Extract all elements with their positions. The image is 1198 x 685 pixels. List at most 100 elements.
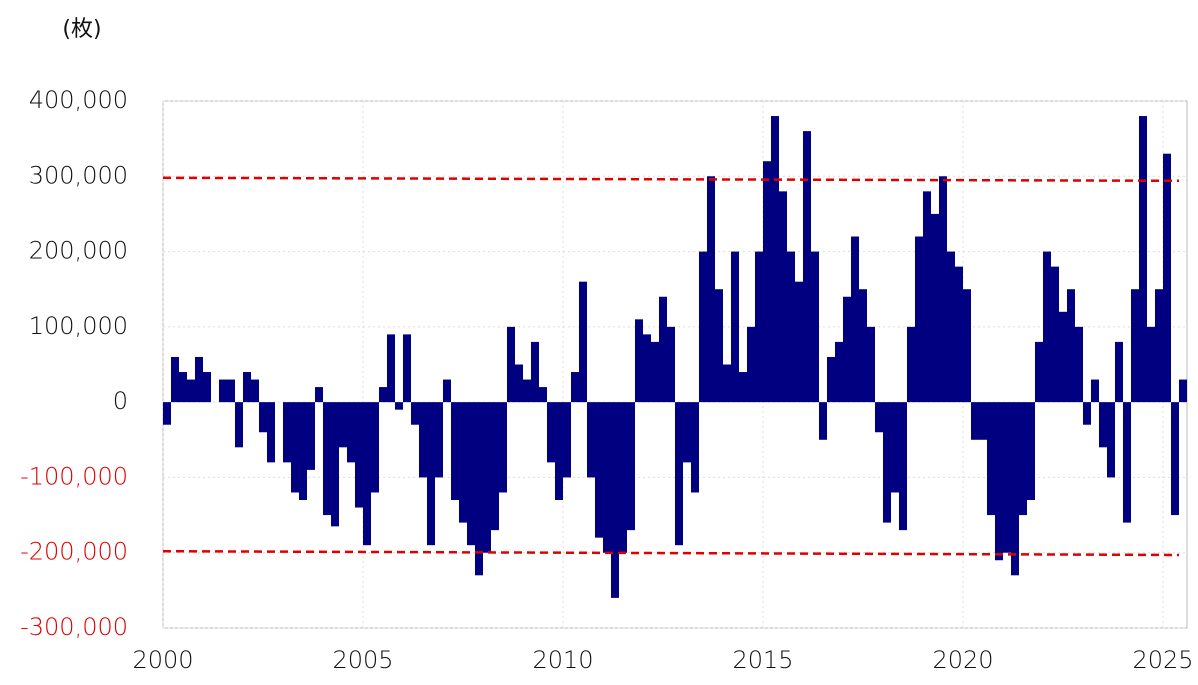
reference-line xyxy=(162,549,1180,557)
x-tick-label: 2010 xyxy=(532,646,593,674)
bar xyxy=(1171,402,1179,516)
y-tick-label: -300,000 xyxy=(20,613,128,641)
bar xyxy=(451,402,459,501)
bar xyxy=(643,334,651,403)
bar xyxy=(715,289,723,403)
bar xyxy=(419,402,427,478)
x-tick-label: 2025 xyxy=(1132,646,1193,674)
bar xyxy=(339,402,347,448)
bar xyxy=(667,326,675,403)
y-tick-label: 300,000 xyxy=(29,161,128,189)
y-tick-label: -200,000 xyxy=(20,538,128,566)
bar xyxy=(387,334,395,403)
bar xyxy=(931,213,939,403)
bar xyxy=(267,402,275,463)
bar xyxy=(835,341,843,403)
bar xyxy=(867,326,875,403)
bar xyxy=(995,402,1003,561)
bar xyxy=(179,372,187,403)
reference-line xyxy=(162,176,1180,183)
bar xyxy=(1107,402,1115,478)
bar xyxy=(891,402,899,493)
bar xyxy=(1139,116,1147,403)
bar xyxy=(555,402,563,501)
bar xyxy=(1003,402,1011,553)
bar xyxy=(499,402,507,493)
bar xyxy=(707,176,715,403)
bar xyxy=(1099,402,1107,448)
bar xyxy=(635,319,643,403)
bar xyxy=(379,387,387,403)
bar xyxy=(595,402,603,538)
bar xyxy=(651,341,659,403)
x-tick-label: 2020 xyxy=(932,646,993,674)
bar xyxy=(955,266,963,403)
bar xyxy=(483,402,491,553)
bar xyxy=(1051,266,1059,403)
bar xyxy=(739,372,747,403)
bar xyxy=(627,402,635,531)
bar xyxy=(755,251,763,403)
bar xyxy=(795,281,803,403)
bar xyxy=(1043,251,1051,403)
bar xyxy=(547,402,555,463)
bar xyxy=(1059,311,1067,403)
bar xyxy=(539,387,547,403)
y-tick-label: 400,000 xyxy=(29,86,128,114)
bar xyxy=(923,191,931,403)
bar xyxy=(459,402,467,523)
bar xyxy=(771,116,779,403)
bar xyxy=(259,402,267,433)
bar xyxy=(1179,379,1187,403)
bar xyxy=(1083,402,1091,425)
bar xyxy=(1115,341,1123,403)
bar xyxy=(355,402,363,508)
bar xyxy=(971,402,979,440)
bar xyxy=(227,379,235,403)
bar xyxy=(611,402,619,598)
bar xyxy=(187,379,195,403)
bar xyxy=(843,296,851,403)
bar xyxy=(395,402,403,410)
bar xyxy=(243,372,251,403)
bar xyxy=(779,191,787,403)
y-tick-label: -100,000 xyxy=(20,462,128,490)
bar xyxy=(403,334,411,403)
bar xyxy=(563,402,571,478)
bar xyxy=(875,402,883,433)
bar xyxy=(899,402,907,531)
bar xyxy=(491,402,499,531)
bar xyxy=(819,402,827,440)
bar xyxy=(723,364,731,403)
bar xyxy=(1147,326,1155,403)
bar xyxy=(859,289,867,403)
bar xyxy=(579,281,587,403)
bar xyxy=(435,402,443,478)
bar xyxy=(523,379,531,403)
bar xyxy=(299,402,307,501)
y-unit-label: (枚) xyxy=(62,17,101,42)
y-tick-label: 0 xyxy=(113,387,128,415)
bar xyxy=(219,379,227,403)
bar xyxy=(883,402,891,523)
bar xyxy=(827,356,835,403)
bar xyxy=(1035,341,1043,403)
bar xyxy=(1131,289,1139,403)
bar xyxy=(1123,402,1131,523)
bar xyxy=(283,402,291,463)
bar xyxy=(979,402,987,440)
bar xyxy=(1155,289,1163,403)
bar xyxy=(323,402,331,516)
x-tick-label: 2005 xyxy=(332,646,393,674)
bar xyxy=(803,131,811,403)
bar xyxy=(811,251,819,403)
bar xyxy=(787,251,795,403)
bar xyxy=(763,161,771,403)
bar xyxy=(347,402,355,463)
bar xyxy=(443,379,451,403)
bar xyxy=(291,402,299,493)
bar xyxy=(1163,153,1171,403)
bar xyxy=(1019,402,1027,516)
bar xyxy=(515,364,523,403)
